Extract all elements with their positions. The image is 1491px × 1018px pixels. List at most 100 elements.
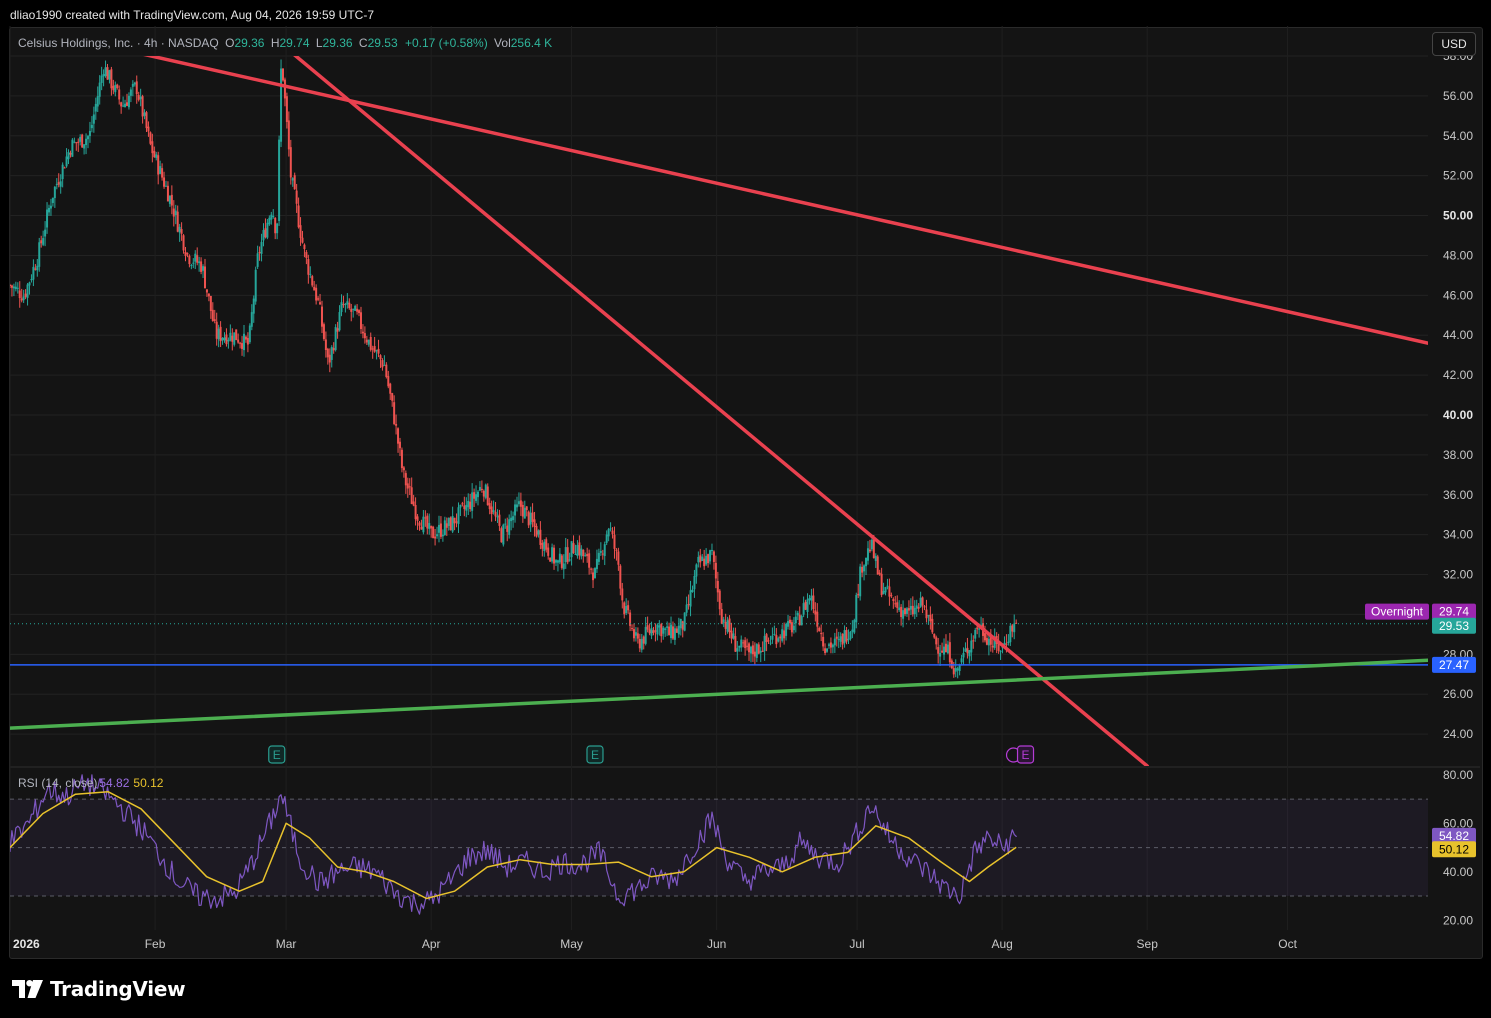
candle-body [621, 588, 624, 601]
candle-body [328, 354, 331, 363]
candle-body [408, 486, 411, 488]
candle-body [812, 595, 815, 610]
candle-body [634, 632, 637, 636]
candle-body [118, 89, 121, 100]
rsi-axis: 20.00 40.00 60.00 80.00 [1443, 768, 1473, 927]
candle-body [332, 347, 335, 351]
candle-body [262, 230, 265, 241]
open-value: 29.36 [234, 36, 265, 50]
candle-body [576, 545, 579, 556]
candle-body [465, 504, 468, 511]
candle-body [283, 79, 286, 99]
candle-body [108, 70, 111, 80]
candle-body [315, 287, 318, 301]
candle-body [904, 608, 907, 615]
candle-body [124, 103, 127, 108]
candle-body [872, 539, 875, 559]
candle-body [297, 205, 300, 228]
candle-body [114, 84, 117, 93]
time-tick-label: Feb [145, 937, 166, 951]
candle-body [398, 441, 401, 449]
price-tick-label: 44.00 [1443, 328, 1473, 342]
earnings-marker [268, 745, 286, 764]
rsi-legend[interactable]: RSI (14, close) 54.82 50.12 [18, 776, 163, 790]
candle-body [75, 142, 78, 144]
candle-body [537, 530, 540, 535]
candle-body [939, 652, 942, 657]
candle-body [1013, 623, 1016, 633]
candle-body [139, 96, 142, 100]
candle-body [190, 264, 193, 266]
candle-body [155, 154, 158, 158]
candle-body [976, 627, 979, 630]
candle-body [593, 568, 596, 579]
candle-body [47, 207, 50, 213]
candle-body [761, 650, 764, 652]
candle-body [120, 102, 123, 107]
candle-body [851, 629, 854, 632]
time-tick-label: Mar [276, 937, 297, 951]
currency-button[interactable]: USD [1432, 32, 1476, 56]
candle-body [631, 628, 634, 630]
candle-body [892, 599, 895, 601]
candle-body [966, 647, 969, 654]
candle-body [313, 286, 316, 291]
candle-body [570, 541, 573, 558]
candle-body [192, 262, 195, 264]
candle-body [1009, 625, 1012, 643]
candle-body [86, 136, 89, 140]
candle-body [287, 120, 290, 150]
candle-body [857, 593, 860, 596]
candle-body [902, 610, 905, 619]
candle-body [716, 580, 719, 593]
candle-body [414, 504, 417, 520]
candle-body [861, 566, 864, 573]
candle-body [919, 597, 922, 607]
time-tick-label: Jun [707, 937, 726, 951]
candle-body [824, 648, 827, 653]
price-tick-label: 26.00 [1443, 687, 1473, 701]
earnings-marker [1016, 745, 1035, 764]
candle-body [911, 605, 914, 615]
price-tick-label: 34.00 [1443, 528, 1473, 542]
price-tick-label: 48.00 [1443, 248, 1473, 262]
candle-body [728, 618, 731, 633]
candle-body [371, 348, 374, 350]
candle-body [523, 507, 526, 519]
candle-body [843, 630, 846, 644]
candle-body [131, 83, 134, 87]
candle-body [650, 628, 653, 636]
tradingview-logo[interactable]: TradingView [12, 976, 186, 1002]
tradingview-logo-text: TradingView [50, 977, 186, 1001]
candle-body [260, 241, 263, 254]
candle-body [588, 553, 591, 568]
candle-body [16, 287, 19, 289]
candle-body [338, 312, 341, 331]
candle-body [358, 310, 361, 314]
candle-body [595, 558, 598, 570]
candle-body [691, 589, 694, 593]
candle-body [459, 504, 462, 508]
symbol-title[interactable]: Celsius Holdings, Inc. · 4h · NASDAQ [18, 36, 219, 50]
candle-body [322, 324, 325, 339]
candle-body [753, 651, 756, 657]
candle-body [348, 302, 351, 309]
price-label-tag [1365, 603, 1429, 620]
candle-body [642, 636, 645, 644]
candle-body [53, 186, 56, 199]
candle-body [299, 225, 302, 238]
rsi-title[interactable]: RSI (14, close) [18, 776, 98, 790]
candle-body [681, 621, 684, 630]
candle-body [486, 486, 489, 506]
candle-body [336, 328, 339, 332]
candle-body [954, 668, 957, 672]
price-tick-label: 38.00 [1443, 448, 1473, 462]
candle-body [330, 346, 333, 360]
candle-body [707, 554, 710, 564]
symbol-legend[interactable]: Celsius Holdings, Inc. · 4h · NASDAQ O29… [18, 36, 552, 50]
candle-body [878, 572, 881, 575]
candle-body [896, 602, 899, 608]
candle-body [913, 607, 916, 615]
candle-body [428, 523, 431, 529]
